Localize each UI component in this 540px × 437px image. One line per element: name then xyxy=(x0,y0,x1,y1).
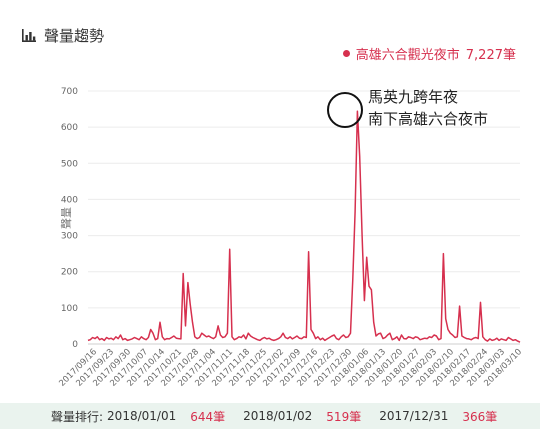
x-axis-ticks: 2017/09/162017/09/232017/09/302017/10/07… xyxy=(57,347,524,389)
ranking-label: 聲量排行: xyxy=(51,409,104,424)
chart-grid xyxy=(88,90,520,345)
legend-count: 7,227筆 xyxy=(465,48,516,63)
bar-chart-icon xyxy=(22,29,36,42)
y-tick-label: 100 xyxy=(61,304,78,314)
annotation-circle xyxy=(327,92,363,128)
chart-header: 聲量趨勢 xyxy=(22,24,104,46)
series-line xyxy=(87,110,521,343)
annotation-line-1: 馬英九跨年夜 xyxy=(368,88,458,106)
ranking-3-count: 366筆 xyxy=(462,409,498,424)
y-tick-label: 700 xyxy=(61,87,78,97)
y-tick-label: 500 xyxy=(61,159,78,169)
chart-legend[interactable]: 高雄六合觀光夜市 7,227筆 xyxy=(342,44,516,63)
y-tick-label: 600 xyxy=(61,123,78,133)
ranking-3-date: 2017/12/31 xyxy=(379,409,449,423)
annotation-line-2: 南下高雄六合夜市 xyxy=(368,110,488,128)
y-axis-ticks: 0 100 200 300 400 500 600 700 xyxy=(61,87,78,350)
line-chart: 0 100 200 300 400 500 600 700 聲量 2017/09/162017… xyxy=(57,87,524,389)
y-tick-label: 0 xyxy=(72,340,78,350)
y-axis-label: 聲量 xyxy=(59,207,73,229)
chart-series xyxy=(87,110,521,343)
ranking-2-count: 519筆 xyxy=(326,409,362,424)
legend-marker xyxy=(342,50,350,57)
chart-title: 聲量趨勢 xyxy=(44,26,105,45)
ranking-2-date: 2018/01/02 xyxy=(243,409,313,423)
ranking-1-count: 644筆 xyxy=(190,409,226,424)
y-tick-label: 300 xyxy=(61,232,78,242)
y-tick-label: 400 xyxy=(61,195,78,205)
ranking-1-date: 2018/01/01 xyxy=(107,409,177,423)
legend-label: 高雄六合觀光夜市 xyxy=(355,48,460,63)
y-tick-label: 200 xyxy=(61,268,78,278)
ranking-footer: 聲量排行: 2018/01/01 644筆 2018/01/02 519筆 20… xyxy=(0,403,540,429)
